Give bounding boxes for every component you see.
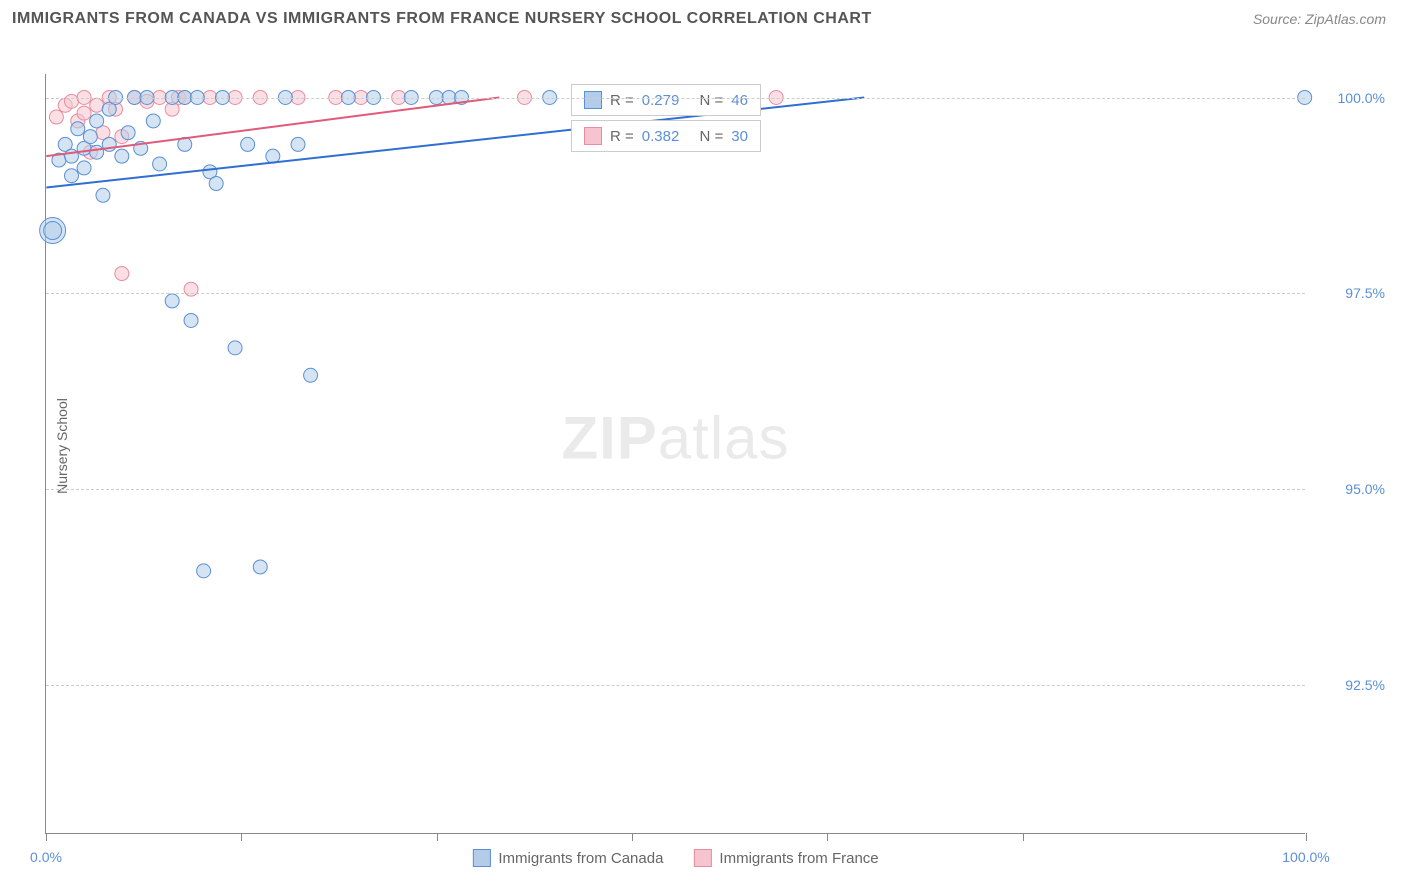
xtick	[1023, 833, 1024, 841]
scatter-point	[197, 564, 211, 578]
legend-swatch-icon	[693, 849, 711, 867]
chart-title: IMMIGRANTS FROM CANADA VS IMMIGRANTS FRO…	[12, 10, 872, 28]
scatter-point	[49, 110, 63, 124]
stat-label: N =	[699, 128, 723, 145]
ytick-label: 95.0%	[1315, 481, 1385, 497]
legend-swatch-icon	[472, 849, 490, 867]
xtick-label: 0.0%	[30, 849, 62, 865]
stat-n-value: 46	[731, 92, 748, 109]
xtick	[241, 833, 242, 841]
chart-header: IMMIGRANTS FROM CANADA VS IMMIGRANTS FRO…	[0, 0, 1406, 36]
scatter-point	[77, 161, 91, 175]
scatter-point	[77, 106, 91, 120]
stat-r-value: 0.382	[642, 128, 680, 145]
chart-source: Source: ZipAtlas.com	[1253, 11, 1386, 27]
xtick	[46, 833, 47, 841]
scatter-point	[90, 114, 104, 128]
scatter-point	[146, 114, 160, 128]
gridline	[46, 685, 1305, 686]
scatter-point	[65, 169, 79, 183]
legend-item-france: Immigrants from France	[693, 849, 878, 867]
scatter-point	[253, 560, 267, 574]
ytick-label: 92.5%	[1315, 677, 1385, 693]
scatter-point	[241, 137, 255, 151]
legend-swatch-icon	[584, 127, 602, 145]
legend-swatch-icon	[584, 91, 602, 109]
ytick-label: 100.0%	[1315, 90, 1385, 106]
scatter-point	[115, 267, 129, 281]
scatter-point	[83, 130, 97, 144]
gridline	[46, 293, 1305, 294]
stat-n-value: 30	[731, 128, 748, 145]
gridline	[46, 98, 1305, 99]
scatter-point	[184, 313, 198, 327]
stat-label: N =	[699, 92, 723, 109]
scatter-point	[71, 122, 85, 136]
plot-area: ZIPatlas R = 0.279 N = 46 R = 0.382 N = …	[45, 74, 1305, 834]
stat-label: R =	[610, 92, 634, 109]
bottom-legend: Immigrants from Canada Immigrants from F…	[472, 849, 878, 867]
scatter-point	[228, 341, 242, 355]
scatter-point	[121, 126, 135, 140]
stat-legend-canada: R = 0.279 N = 46	[571, 84, 761, 116]
stat-label: R =	[610, 128, 634, 145]
gridline	[46, 489, 1305, 490]
scatter-point	[153, 157, 167, 171]
scatter-point	[165, 294, 179, 308]
scatter-point	[65, 94, 79, 108]
scatter-plot-svg	[46, 74, 1305, 833]
xtick	[827, 833, 828, 841]
xtick	[632, 833, 633, 841]
xtick	[437, 833, 438, 841]
scatter-point	[90, 145, 104, 159]
stat-r-value: 0.279	[642, 92, 680, 109]
stat-legend-france: R = 0.382 N = 30	[571, 120, 761, 152]
legend-item-canada: Immigrants from Canada	[472, 849, 663, 867]
scatter-point	[209, 177, 223, 191]
scatter-point	[96, 188, 110, 202]
ytick-label: 97.5%	[1315, 285, 1385, 301]
scatter-point	[90, 98, 104, 112]
xtick	[1306, 833, 1307, 841]
scatter-point	[44, 222, 62, 240]
xtick-label: 100.0%	[1282, 849, 1329, 865]
scatter-point	[115, 149, 129, 163]
chart-container: Nursery School ZIPatlas R = 0.279 N = 46…	[0, 36, 1406, 856]
scatter-point	[304, 368, 318, 382]
legend-label: Immigrants from Canada	[498, 850, 663, 867]
scatter-point	[291, 137, 305, 151]
legend-label: Immigrants from France	[719, 850, 878, 867]
